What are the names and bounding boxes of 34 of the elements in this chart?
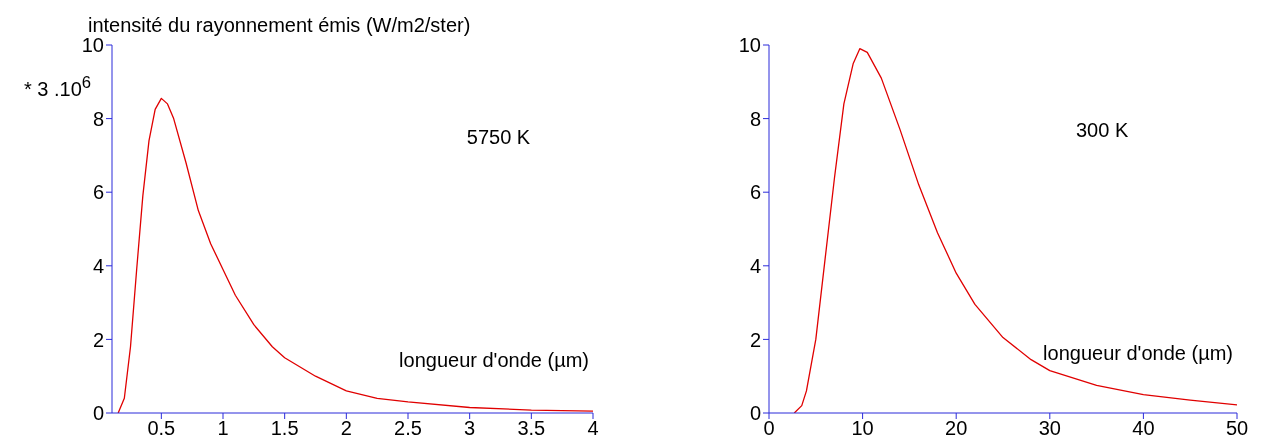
x-tick-label: 4 [587, 417, 599, 440]
x-tick-label: 0 [763, 417, 775, 440]
y-axis-title: * 3 .10$^{6}$ [24, 73, 92, 101]
chart-title: intensité du rayonnement émis (W/m2/ster) [88, 14, 471, 37]
y-tick-label: 4 [92, 254, 104, 277]
y-tick-label: 4 [749, 254, 761, 277]
x-tick-label: 20 [945, 417, 968, 440]
x-tick-label: 10 [851, 417, 874, 440]
x-tick-label: 3.5 [517, 417, 546, 440]
x-tick-label: 50 [1225, 417, 1249, 440]
line-series [117, 97, 593, 413]
x-tick-label: 3 [464, 417, 476, 440]
x-axis-title: longueur d'onde (µm) [399, 349, 589, 373]
x-tick-label: 1.5 [270, 417, 299, 440]
x-tick-label: 40 [1132, 417, 1155, 440]
x-tick-label: 30 [1038, 417, 1061, 440]
x-tick-label: 0.5 [147, 417, 176, 440]
annotation: 300 K [1075, 118, 1129, 142]
line-series [793, 48, 1237, 413]
y-tick-label: 8 [749, 107, 761, 130]
x-axis-title: longueur d'onde (µm) [1043, 342, 1233, 366]
y-tick-label: 2 [749, 328, 761, 351]
y-tick-label: 10 [81, 34, 104, 57]
y-tick-label: 0 [92, 402, 104, 425]
y-tick-label: 2 [92, 328, 104, 351]
y-tick-label: 8 [92, 107, 104, 130]
y-tick-label: 0 [749, 402, 761, 425]
y-tick-label: 6 [749, 181, 761, 204]
y-tick-label: 6 [92, 181, 104, 204]
x-tick-label: 2.5 [394, 417, 422, 440]
x-tick-label: 1 [217, 417, 229, 440]
annotation: 5750 K [466, 125, 531, 149]
y-tick-label: 10 [738, 34, 761, 57]
x-tick-label: 2 [340, 417, 352, 440]
